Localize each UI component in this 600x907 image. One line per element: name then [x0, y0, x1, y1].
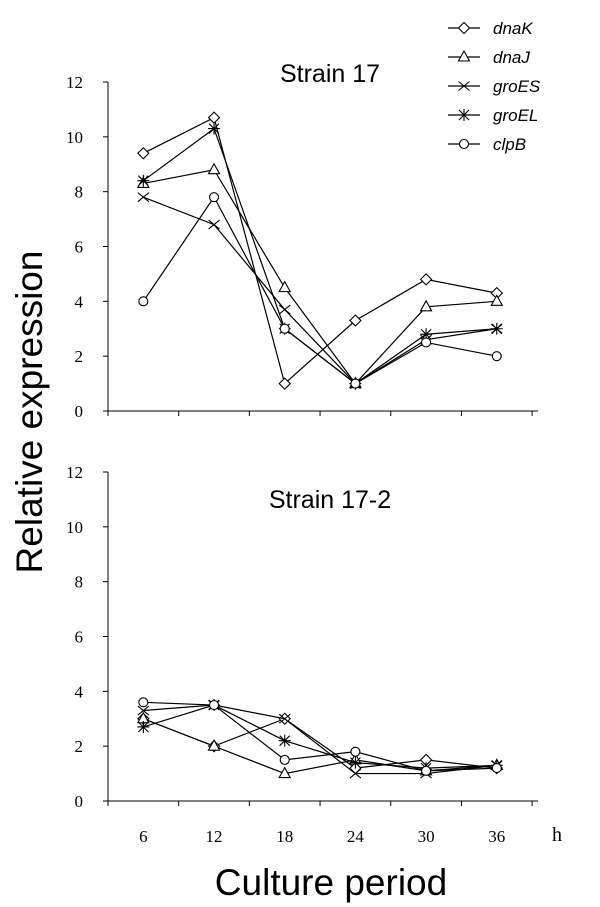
data-point-clpb [279, 754, 290, 765]
y-tick-label: 8 [75, 183, 84, 202]
data-point-clpb [350, 378, 361, 389]
y-tick-label: 10 [66, 128, 83, 147]
data-point-clpb [208, 699, 220, 711]
data-point-dnak [278, 377, 291, 390]
data-point-groel [490, 322, 503, 335]
series-line-dnak [143, 116, 497, 385]
legend-label: groES [493, 77, 541, 96]
x-tick-label: 18 [276, 827, 293, 846]
data-point-groel [278, 734, 291, 747]
data-point-dnaj [207, 162, 221, 175]
legend-marker-groel [458, 109, 470, 121]
y-tick-label: 10 [66, 518, 83, 537]
data-point-groes [349, 768, 362, 779]
legend-label: clpB [493, 135, 526, 154]
y-axis-title: Relative expression [9, 251, 50, 574]
legend-marker-dnak [457, 21, 471, 35]
y-tick-label: 2 [75, 347, 84, 366]
series-dnak [137, 111, 504, 390]
data-point-groel [137, 174, 150, 187]
data-point-dnaj [490, 294, 504, 306]
y-tick-label: 8 [75, 573, 84, 592]
data-point-clpb [279, 323, 290, 334]
y-tick-label: 4 [75, 292, 84, 311]
x-tick-label: 30 [418, 827, 435, 846]
x-tick-label: 6 [139, 827, 148, 846]
x-axis-unit: h [552, 824, 562, 846]
data-point-dnaj [419, 299, 433, 312]
series-groes [137, 192, 503, 389]
panel-title: Strain 17-2 [269, 486, 391, 514]
y-tick-label: 2 [75, 737, 84, 756]
series-line-groes [143, 196, 497, 385]
data-point-groel [208, 122, 221, 135]
data-point-clpb [208, 192, 220, 203]
data-point-groel [349, 756, 362, 769]
series-groel [137, 122, 503, 390]
data-point-clpb [138, 296, 149, 307]
data-point-groes [278, 304, 291, 315]
data-point-dnaj [207, 739, 221, 751]
y-tick-label: 0 [75, 792, 84, 811]
data-point-clpb [491, 763, 502, 774]
y-tick-label: 6 [75, 628, 84, 647]
data-point-clpb [421, 337, 432, 348]
data-point-groes [137, 192, 150, 203]
data-point-groes [208, 219, 220, 230]
data-point-dnaj [278, 280, 292, 293]
data-point-groes [278, 713, 291, 724]
series-line-clpb [142, 195, 497, 385]
series-line-dnak [143, 718, 497, 769]
legend-marker-groes [458, 81, 470, 91]
y-tick-label: 12 [66, 73, 83, 92]
legend-item-dnaj: dnaJ [448, 48, 530, 67]
series-clpb [138, 192, 502, 389]
legend-label: dnaK [493, 19, 533, 38]
y-tick-label: 6 [75, 238, 84, 257]
panel-strain-17: 0 2 4 6 8 10 12 Strain 17 [66, 60, 538, 421]
series-dnaj [136, 162, 504, 389]
y-tick-label: 12 [66, 463, 83, 482]
legend-item-clpb: clpB [448, 135, 526, 154]
legend-label: dnaJ [493, 48, 530, 67]
series-dnak [137, 712, 504, 775]
legend-item-groel: groEL [448, 106, 538, 125]
x-axis-title: Culture period [215, 862, 447, 903]
legend-item-groes: groES [448, 77, 541, 96]
legend-label: groEL [493, 106, 538, 125]
data-point-dnak [419, 273, 433, 286]
x-tick-label: 36 [488, 827, 505, 846]
data-point-groel [420, 328, 433, 341]
data-point-clpb [138, 697, 149, 708]
legend: dnaK dnaJ groES groEL clpB [448, 19, 541, 154]
data-point-clpb [491, 351, 502, 362]
x-tick-label: 12 [206, 827, 223, 846]
data-point-dnaj [278, 766, 292, 779]
panel-title: Strain 17 [280, 60, 380, 88]
series-line-groes [143, 704, 497, 775]
legend-marker-dnaj [457, 49, 471, 62]
y-tick-label: 4 [75, 682, 84, 701]
data-point-dnak [349, 314, 362, 327]
data-point-groel [137, 720, 150, 733]
y-tick-label: 0 [75, 402, 84, 421]
legend-item-dnak: dnaK [448, 19, 533, 38]
series-line-groel [143, 704, 497, 769]
data-point-groes [137, 705, 150, 716]
legend-marker-clpb [458, 138, 470, 150]
data-point-clpb [350, 746, 361, 757]
data-point-clpb [421, 765, 432, 776]
data-point-dnak [137, 147, 150, 160]
series-line-clpb [143, 701, 497, 772]
panel-strain-17-2: 0 2 4 6 8 10 12 Strain 17-2 [66, 463, 538, 811]
series-line-dnaj [143, 169, 497, 385]
data-point-dnak [207, 111, 221, 124]
x-tick-label: 24 [347, 827, 365, 846]
series-clpb [138, 697, 502, 776]
